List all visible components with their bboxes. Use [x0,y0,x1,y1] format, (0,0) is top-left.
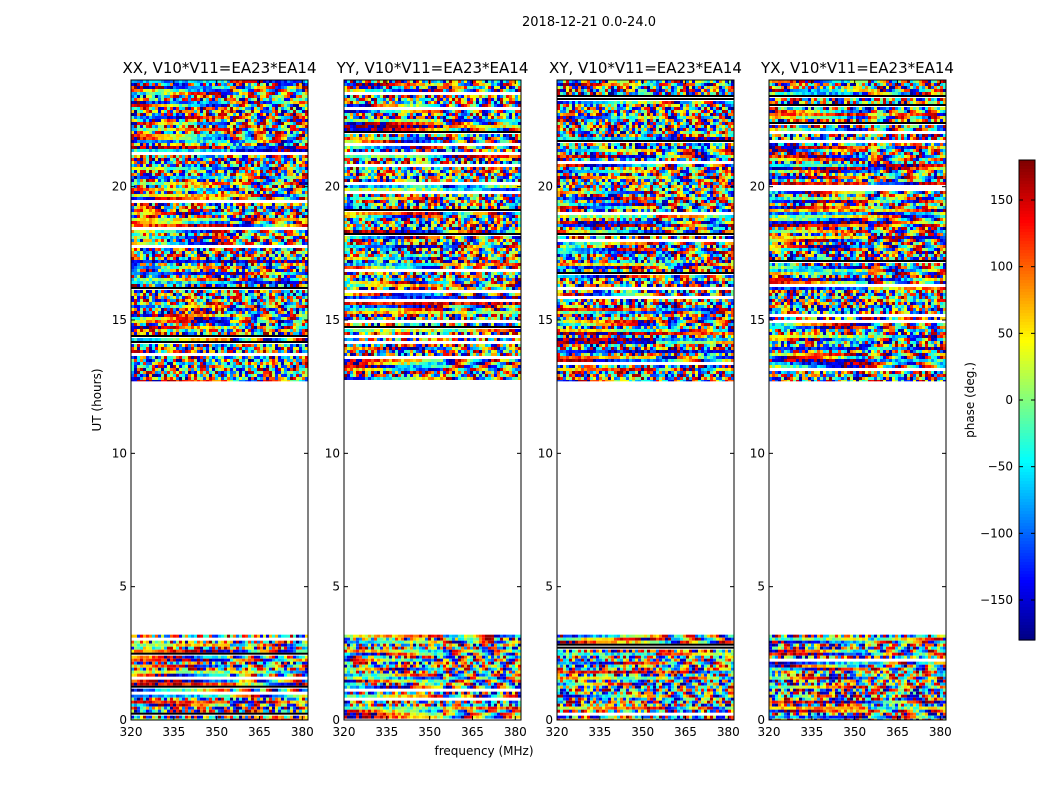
panel-xy: XY, V10*V11=EA23*EA14 320 335 350 365 380 0 5 10… [538,59,742,739]
phase-heatmap [131,80,308,720]
y-tick-label: 15 [112,313,127,327]
phase-heatmap [344,80,521,719]
x-tick-label: 365 [886,725,909,739]
x-tick-label: 365 [674,725,697,739]
panel-title: XY, V10*V11=EA23*EA14 [549,59,742,77]
x-tick-label: 350 [205,725,228,739]
x-tick-label: 365 [248,725,271,739]
x-tick-label: 320 [546,725,569,739]
y-axis-label: UT (hours) [90,368,104,431]
y-tick-label: 5 [545,580,553,594]
y-tick-label: 0 [119,713,127,727]
x-tick-label: 335 [800,725,823,739]
y-tick-label: 20 [750,180,765,194]
y-tick-label: 0 [332,713,340,727]
panel-xx: XX, V10*V11=EA23*EA14 320 335 350 365 380 0 5 10… [112,59,317,739]
y-tick-label: 10 [750,446,765,460]
x-tick-label: 380 [717,725,740,739]
x-axis-label: frequency (MHz) [434,744,533,758]
y-tick-label: 15 [538,313,553,327]
colorbar-tick-label: 50 [998,326,1013,340]
figure-title: 2018-12-21 0.0-24.0 [522,15,656,30]
panel-yy: YY, V10*V11=EA23*EA14 320 335 350 365 380 0 5 10… [325,59,529,739]
y-tick-label: 15 [325,313,340,327]
colorbar-tick-label: 100 [990,260,1013,274]
figure: 2018-12-21 0.0-24.0 XX, V10*V11=EA23*EA1… [0,0,1050,800]
colorbar-tick-label: 150 [990,193,1013,207]
x-tick-label: 365 [461,725,484,739]
x-tick-label: 320 [120,725,143,739]
x-tick-label: 380 [291,725,314,739]
y-tick-label: 0 [545,713,553,727]
panel-title: YY, V10*V11=EA23*EA14 [336,59,529,77]
x-tick-label: 335 [588,725,611,739]
phase-heatmap [557,80,734,720]
colorbar-tick-label: −150 [980,593,1013,607]
y-tick-label: 10 [112,446,127,460]
y-tick-label: 10 [325,446,340,460]
panel-title: YX, V10*V11=EA23*EA14 [760,59,954,77]
colorbar-label: phase (deg.) [963,362,977,438]
phase-heatmap [769,80,946,720]
x-tick-label: 320 [758,725,781,739]
y-tick-label: 10 [538,446,553,460]
x-tick-label: 335 [162,725,185,739]
colorbar-tick-label: −50 [988,460,1013,474]
y-tick-label: 5 [119,580,127,594]
y-tick-label: 20 [538,180,553,194]
x-tick-label: 380 [504,725,527,739]
panel-yx: YX, V10*V11=EA23*EA14 320 335 350 365 380 0 5 10… [750,59,954,739]
x-tick-label: 350 [843,725,866,739]
panels: XX, V10*V11=EA23*EA14 320 335 350 365 380 0 5 10… [112,59,954,739]
y-tick-label: 15 [750,313,765,327]
y-tick-label: 20 [325,180,340,194]
colorbar-tick-label: 0 [1005,393,1013,407]
y-tick-label: 5 [332,580,340,594]
colorbar: 150 100 50 0 −50 −100 −150 [980,160,1035,641]
x-tick-label: 350 [631,725,654,739]
x-tick-label: 380 [929,725,952,739]
y-tick-label: 20 [112,180,127,194]
x-tick-label: 350 [418,725,441,739]
y-tick-label: 0 [757,713,765,727]
x-tick-label: 335 [375,725,398,739]
x-tick-label: 320 [333,725,356,739]
panel-title: XX, V10*V11=EA23*EA14 [122,59,316,77]
y-tick-label: 5 [757,580,765,594]
colorbar-tick-label: −100 [980,526,1013,540]
